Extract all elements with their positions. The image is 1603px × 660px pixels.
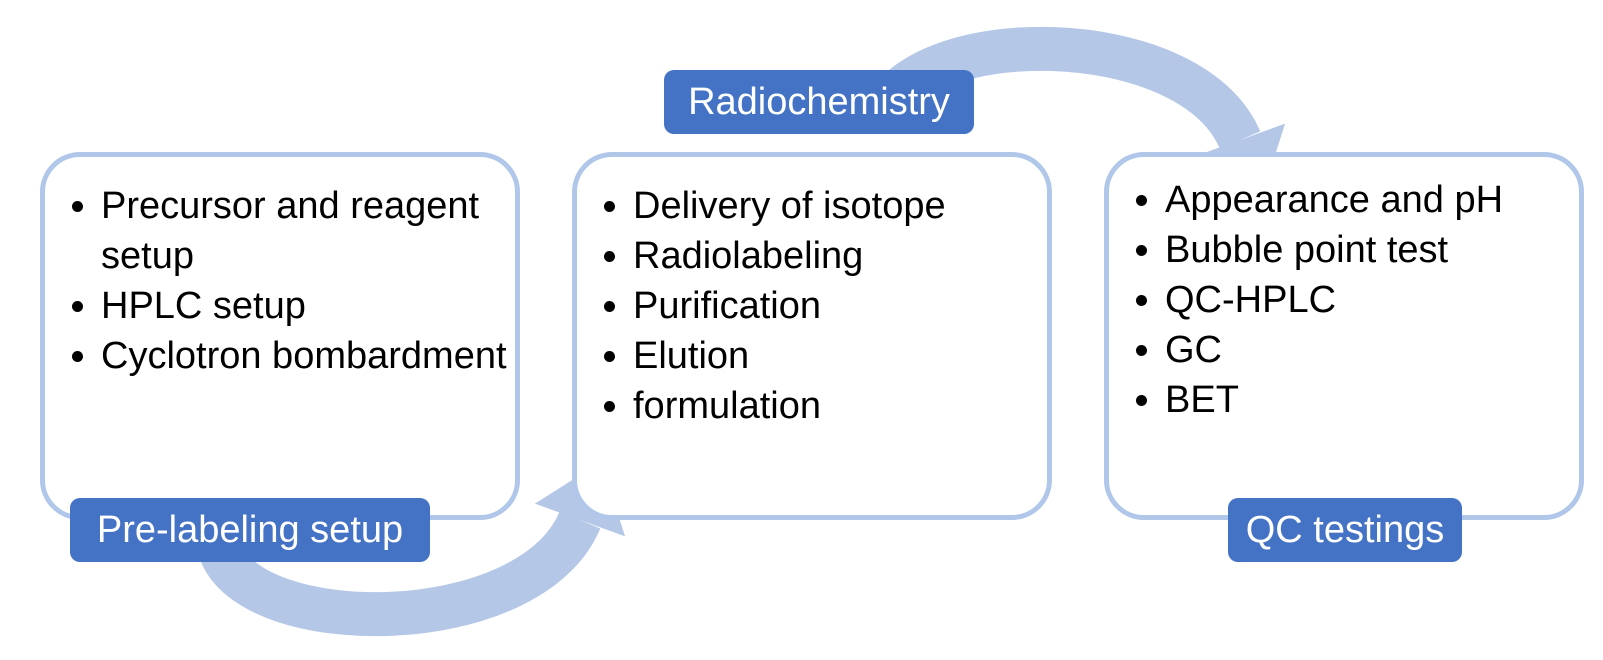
radio-item: Delivery of isotope xyxy=(633,181,1047,231)
flowchart-stage: Precursor and reagent setupHPLC setupCyc… xyxy=(0,0,1603,659)
qc-item: Appearance and pH xyxy=(1165,175,1579,225)
pre-label: Pre-labeling setup xyxy=(70,498,430,562)
pre-item: Precursor and reagent setup xyxy=(101,181,515,281)
radio-list: Delivery of isotopeRadiolabelingPurifica… xyxy=(577,181,1047,431)
pre-item: HPLC setup xyxy=(101,281,515,331)
qc-label: QC testings xyxy=(1228,498,1462,562)
qc-box: Appearance and pHBubble point testQC-HPL… xyxy=(1104,152,1584,520)
qc-item: QC-HPLC xyxy=(1165,275,1579,325)
qc-item: BET xyxy=(1165,375,1579,425)
pre-list: Precursor and reagent setupHPLC setupCyc… xyxy=(45,181,515,381)
radio-label: Radiochemistry xyxy=(664,70,974,134)
radio-item: Radiolabeling xyxy=(633,231,1047,281)
qc-list: Appearance and pHBubble point testQC-HPL… xyxy=(1109,175,1579,425)
pre-box: Precursor and reagent setupHPLC setupCyc… xyxy=(40,152,520,520)
radio-item: Elution xyxy=(633,331,1047,381)
qc-item: Bubble point test xyxy=(1165,225,1579,275)
radio-item: Purification xyxy=(633,281,1047,331)
pre-item: Cyclotron bombardment xyxy=(101,331,515,381)
qc-item: GC xyxy=(1165,325,1579,375)
radio-item: formulation xyxy=(633,381,1047,431)
radio-box: Delivery of isotopeRadiolabelingPurifica… xyxy=(572,152,1052,520)
